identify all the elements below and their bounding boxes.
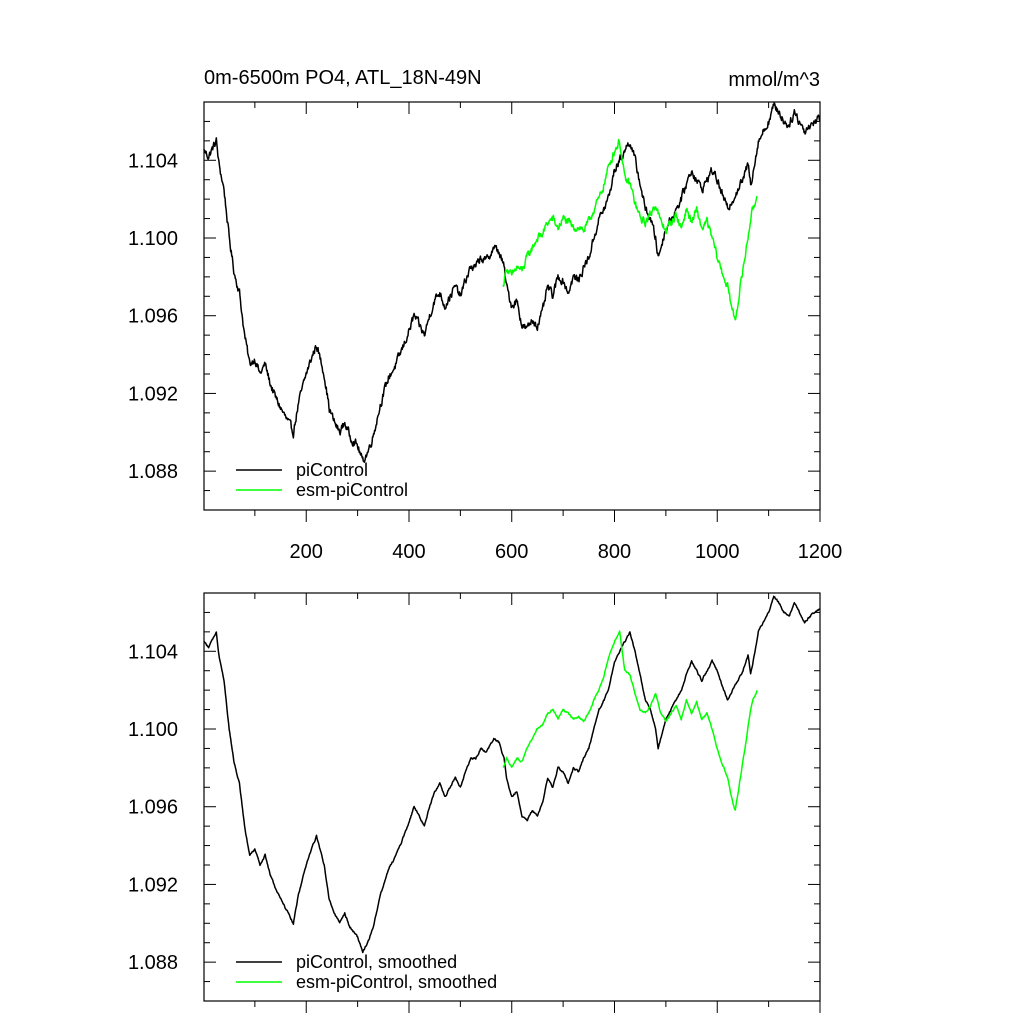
y-tick-label: 1.104 xyxy=(128,641,178,663)
y-tick-label: 1.092 xyxy=(128,383,178,405)
tick-layer: 1.088 1.092 1.096 1.100 1.104 xyxy=(128,592,821,1013)
series-line-picontrol xyxy=(203,102,821,464)
x-tick-label: 400 xyxy=(392,541,425,563)
panel-smoothed: 1.088 1.092 1.096 1.100 1.104 piControl, smo… xyxy=(128,592,821,1013)
legend: piControl, smoothed esm-piControl, smoot… xyxy=(236,952,497,992)
y-tick-label: 1.088 xyxy=(128,952,178,974)
x-tick-label: 800 xyxy=(598,541,631,563)
y-tick-label: 1.100 xyxy=(128,228,178,250)
series-line-picontrol-smoothed xyxy=(203,595,821,954)
x-tick-label: 1000 xyxy=(695,541,740,563)
chart-title: 0m-6500m PO4, ATL_18N-49N xyxy=(204,67,482,89)
x-tick-label: 1200 xyxy=(798,541,843,563)
x-tick-label: 200 xyxy=(290,541,323,563)
y-tick-label: 1.100 xyxy=(128,719,178,741)
y-tick-label: 1.096 xyxy=(128,306,178,328)
series-layer xyxy=(203,595,821,954)
y-tick-label: 1.104 xyxy=(128,150,178,172)
legend: piControl esm-piControl xyxy=(236,460,408,500)
legend-label-picontrol: piControl xyxy=(296,460,368,480)
series-line-esm-picontrol xyxy=(502,138,758,321)
units-label: mmol/m^3 xyxy=(728,69,820,91)
legend-label-esm-picontrol: esm-piControl xyxy=(296,480,408,500)
y-tick-label: 1.092 xyxy=(128,874,178,896)
y-tick-label: 1.096 xyxy=(128,797,178,819)
legend-label-picontrol-smoothed: piControl, smoothed xyxy=(296,952,457,972)
series-line-esm-picontrol-smoothed xyxy=(502,630,758,811)
panel-raw: 0m-6500m PO4, ATL_18N-49N mmol/m^3 1.088… xyxy=(128,67,842,563)
y-tick-label: 1.088 xyxy=(128,461,178,483)
series-layer xyxy=(203,102,821,464)
x-tick-label: 600 xyxy=(495,541,528,563)
tick-layer: 1.088 1.092 1.096 1.100 1.104 200 400 600 800 100… xyxy=(128,101,843,563)
legend-label-esm-picontrol-smoothed: esm-piControl, smoothed xyxy=(296,972,497,992)
